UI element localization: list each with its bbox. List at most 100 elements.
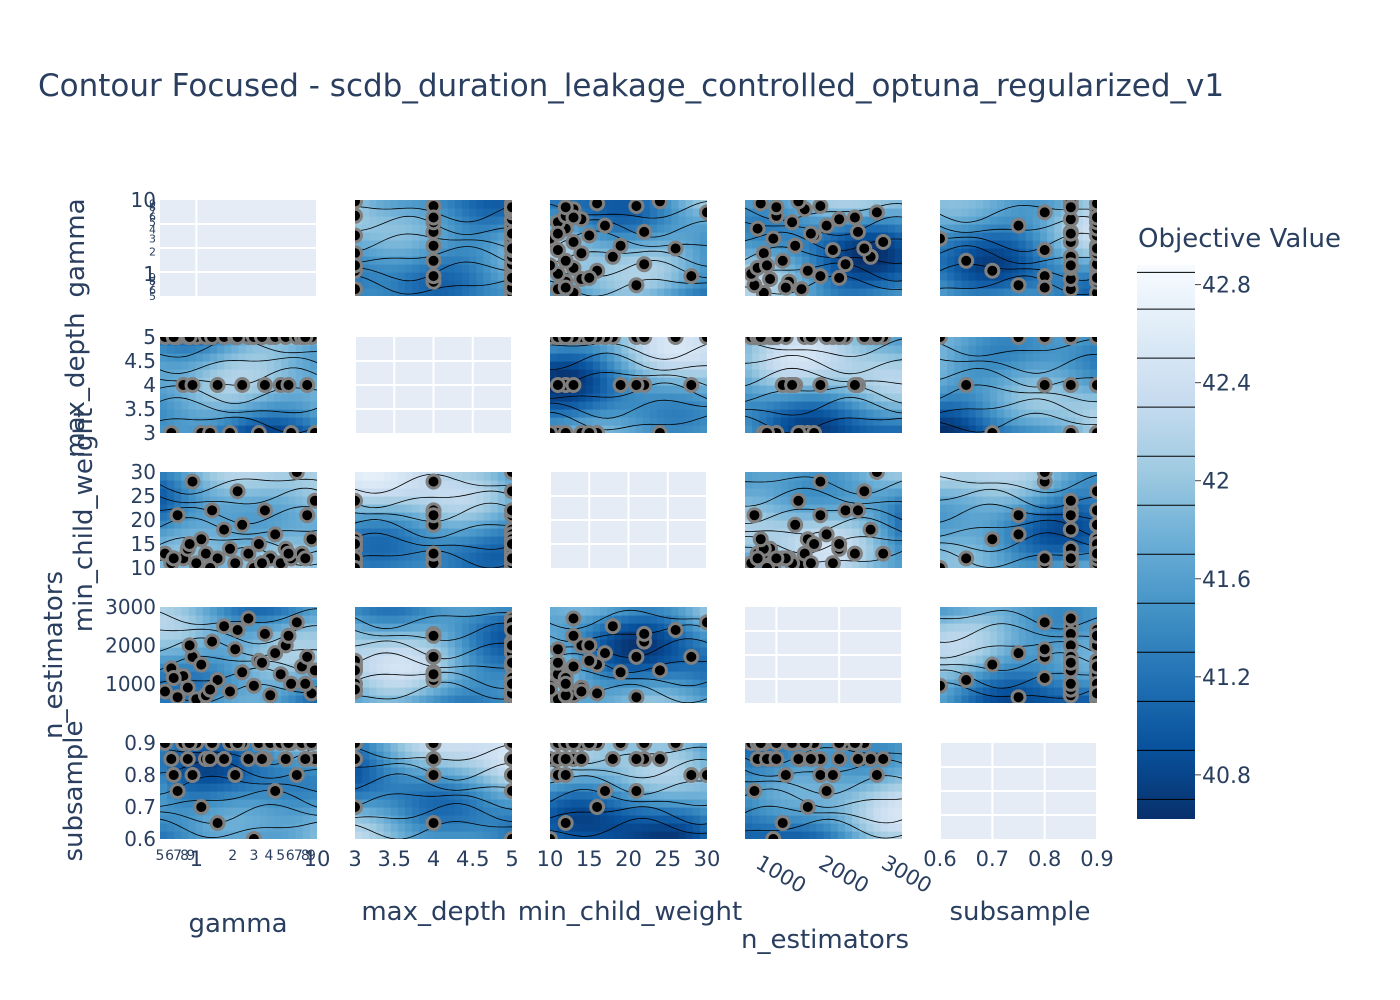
contour-fill: [160, 472, 317, 568]
trial-marker: [581, 637, 598, 654]
trial-marker: [209, 815, 226, 831]
trial-marker: [234, 664, 251, 681]
contour-line: [550, 352, 707, 371]
contour-fill: [160, 743, 317, 839]
trial-marker: [1010, 645, 1027, 662]
trial-marker: [504, 472, 512, 480]
trial-marker: [850, 751, 866, 767]
trial-marker: [254, 555, 270, 568]
contour-line: [355, 490, 512, 509]
trial-marker: [1089, 209, 1097, 226]
contour-line: [355, 773, 512, 791]
x-axis-title-subsample: subsample: [949, 897, 1090, 927]
trial-marker: [234, 377, 251, 393]
trial-marker: [868, 204, 885, 221]
trial-marker: [984, 531, 1001, 548]
trial-marker: [425, 473, 442, 490]
y-minor-tick-label: 8: [149, 201, 156, 214]
trial-marker: [1010, 217, 1027, 234]
trial-marker: [787, 516, 804, 533]
trial-marker: [355, 245, 363, 262]
trial-marker: [777, 279, 794, 296]
trial-marker: [504, 622, 512, 638]
trial-marker: [1062, 257, 1079, 274]
trial-marker: [940, 337, 948, 345]
x-minor-tick-label: 7: [294, 848, 303, 864]
trial-marker: [209, 377, 226, 393]
x-tick-label: 25: [654, 847, 681, 871]
trial-marker: [181, 637, 198, 654]
panel-n_estimators-vs-min_child_weight: [745, 472, 902, 568]
trial-marker: [1062, 225, 1079, 242]
trial-marker: [749, 220, 766, 237]
trial-marker: [856, 337, 873, 345]
contour-line: [745, 788, 902, 808]
trial-marker: [984, 262, 1001, 279]
y-minor-tick-label: 4: [149, 223, 156, 236]
y-axis-title-n_estimators: n_estimators: [39, 571, 69, 739]
trial-marker: [355, 751, 363, 767]
trial-marker: [812, 473, 829, 490]
y-axis-title-max_depth: max_depth: [61, 312, 91, 457]
trial-marker: [267, 645, 284, 662]
trial-marker: [297, 337, 314, 345]
trial-marker: [628, 751, 645, 767]
panel-n_estimators-vs-max_depth: [745, 337, 902, 433]
trial-marker: [256, 377, 273, 393]
trial-marker: [557, 200, 574, 216]
trial-marker: [425, 252, 442, 269]
trial-marker: [504, 743, 512, 751]
trial-marker: [202, 425, 219, 433]
trial-marker: [229, 337, 246, 345]
trial-marker: [184, 767, 201, 783]
trial-marker: [1036, 242, 1053, 258]
trial-marker: [824, 242, 841, 258]
trial-marker: [746, 507, 763, 524]
trial-marker: [768, 751, 785, 767]
trial-marker: [940, 560, 948, 568]
y-tick-label: 0.7: [124, 795, 156, 819]
trial-marker: [958, 550, 975, 567]
trial-marker: [216, 751, 233, 767]
trial-marker: [1089, 658, 1097, 675]
trial-marker: [504, 767, 512, 783]
trial-marker: [1036, 550, 1053, 567]
trial-marker: [557, 279, 574, 296]
x-minor-tick-label: 3: [249, 848, 258, 864]
trial-marker: [824, 767, 841, 783]
panel-n_estimators-vs-subsample: [745, 743, 902, 839]
y-tick-label: 4.5: [124, 349, 156, 373]
trial-marker: [768, 743, 785, 751]
y-tick-label: 1000: [105, 672, 156, 696]
trial-marker: [193, 799, 210, 815]
x-tick-label: 1: [190, 847, 203, 871]
trial-marker: [856, 483, 873, 500]
x-tick-label: 1000: [752, 851, 810, 899]
x-tick-label: 20: [615, 847, 642, 871]
panel-subsample-vs-gamma: [940, 200, 1097, 296]
trial-marker: [277, 751, 294, 767]
contour-line: [550, 399, 707, 419]
trial-marker: [958, 252, 975, 269]
trial-marker: [612, 743, 629, 751]
trial-marker: [699, 614, 707, 631]
trial-marker: [165, 670, 182, 686]
contour-line: [745, 338, 902, 357]
chart-title: Contour Focused - scdb_duration_leakage_…: [38, 68, 1225, 104]
trial-marker: [163, 751, 180, 767]
x-tick-label: 3.5: [378, 847, 411, 871]
trial-marker: [604, 751, 621, 767]
trial-marker: [240, 610, 257, 627]
trial-marker: [1089, 545, 1097, 562]
contour-line: [940, 474, 1097, 494]
trial-marker: [425, 545, 442, 562]
trial-marker: [169, 783, 186, 799]
trial-marker: [667, 240, 684, 257]
trial-marker: [504, 783, 512, 799]
trial-marker: [557, 815, 574, 831]
x-tick-label: 4: [427, 847, 440, 871]
contour-fill: [355, 472, 512, 568]
x-tick-label: 0.7: [976, 847, 1009, 871]
trial-marker: [557, 767, 574, 783]
